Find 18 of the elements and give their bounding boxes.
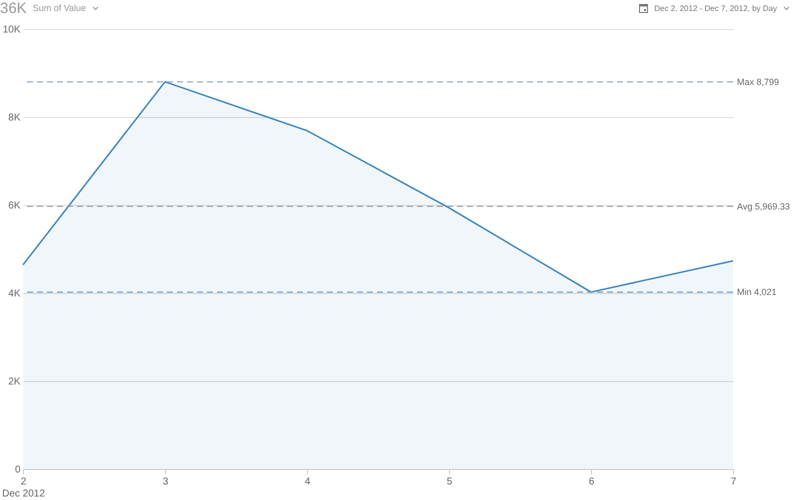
chart-title: 36K	[0, 0, 27, 16]
y-tick-label: 6K	[8, 200, 21, 212]
ref-line-label: Min 4,021	[737, 287, 777, 298]
y-tick-label: 8K	[8, 112, 21, 124]
chart-subtitle: Sum of Value	[32, 3, 86, 13]
y-tick-label: 0	[14, 464, 21, 476]
ref-line-label: Avg 5,969.33	[737, 201, 790, 212]
x-tick-label: 5	[446, 476, 453, 488]
x-tick-label: 6	[588, 476, 595, 488]
y-tick-label: 10K	[2, 24, 21, 36]
ref-line-label: Max 8,799	[737, 76, 780, 87]
x-tick-label: 2 Dec 2012	[2, 476, 46, 500]
text: Dec 2, 2012 - Dec 7, 2012, by Day	[654, 4, 777, 12]
x-tick-label: 3	[162, 476, 169, 488]
y-tick-label: 4K	[8, 288, 21, 300]
y-tick-label: 2K	[8, 376, 21, 388]
x-tick-label: 4	[304, 476, 311, 488]
x-tick-label: 7	[730, 476, 737, 488]
